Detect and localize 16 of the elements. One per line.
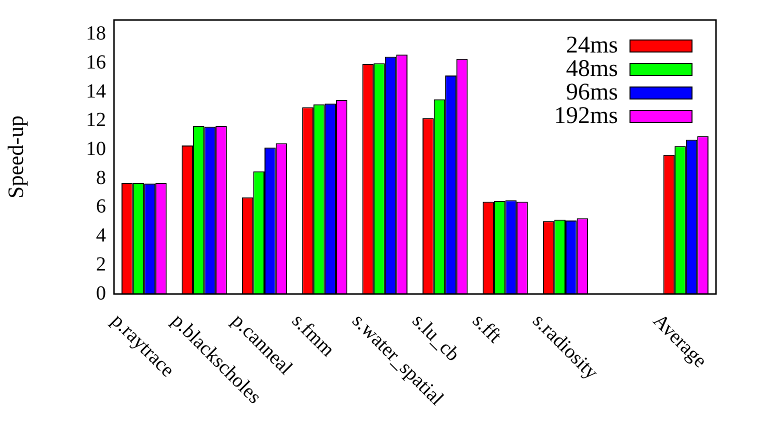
x-tick-label: s.fft <box>468 310 506 348</box>
legend-label: 96ms <box>566 79 618 106</box>
y-tick-label: 16 <box>86 52 106 74</box>
y-tick-label: 6 <box>96 196 106 218</box>
y-tick-label: 14 <box>86 80 106 102</box>
y-tick-label: 2 <box>96 253 106 276</box>
legend-label: 192ms <box>554 102 618 129</box>
y-tick-label: 12 <box>86 109 106 132</box>
legend-label: 24ms <box>566 32 618 58</box>
y-tick-label: 8 <box>96 166 106 189</box>
y-tick-label: 4 <box>96 224 106 247</box>
legend-label: 48ms <box>566 56 618 82</box>
y-tick-label: 0 <box>96 282 106 304</box>
y-tick-label: 18 <box>86 22 106 45</box>
y-tick-label: 10 <box>86 138 106 160</box>
y-axis-title: Speed-up <box>2 115 28 199</box>
